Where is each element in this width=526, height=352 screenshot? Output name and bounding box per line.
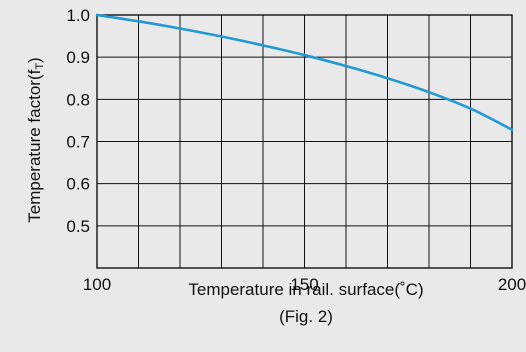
y-axis-label-close: ) xyxy=(25,57,44,63)
y-tick-label: 1.0 xyxy=(66,6,90,25)
x-tick-label: 200 xyxy=(498,275,526,294)
y-tick-label: 0.6 xyxy=(66,175,90,194)
y-tick-label: 0.9 xyxy=(66,48,90,67)
y-axis-label-main: Temperature factor(f xyxy=(25,69,44,222)
figure-caption: (Fig. 2) xyxy=(279,307,333,326)
y-tick-labels: 0.5 0.6 0.7 0.8 0.9 1.0 xyxy=(66,6,90,236)
y-axis-label: Temperature factor(fT) xyxy=(25,57,46,222)
x-tick-label: 150 xyxy=(290,275,318,294)
chart-grid xyxy=(96,14,513,269)
series-line-0 xyxy=(95,13,514,131)
y-tick-label: 0.8 xyxy=(66,90,90,109)
x-tick-labels: 100 150 200 xyxy=(83,275,526,294)
y-tick-label: 0.5 xyxy=(66,217,90,236)
x-axis-label: Temperature in rail. surface(˚C) xyxy=(188,280,423,299)
y-tick-label: 0.7 xyxy=(66,133,90,152)
series-layer xyxy=(95,13,514,131)
x-tick-label: 100 xyxy=(83,275,111,294)
y-axis-label-subscript: T xyxy=(34,63,46,70)
